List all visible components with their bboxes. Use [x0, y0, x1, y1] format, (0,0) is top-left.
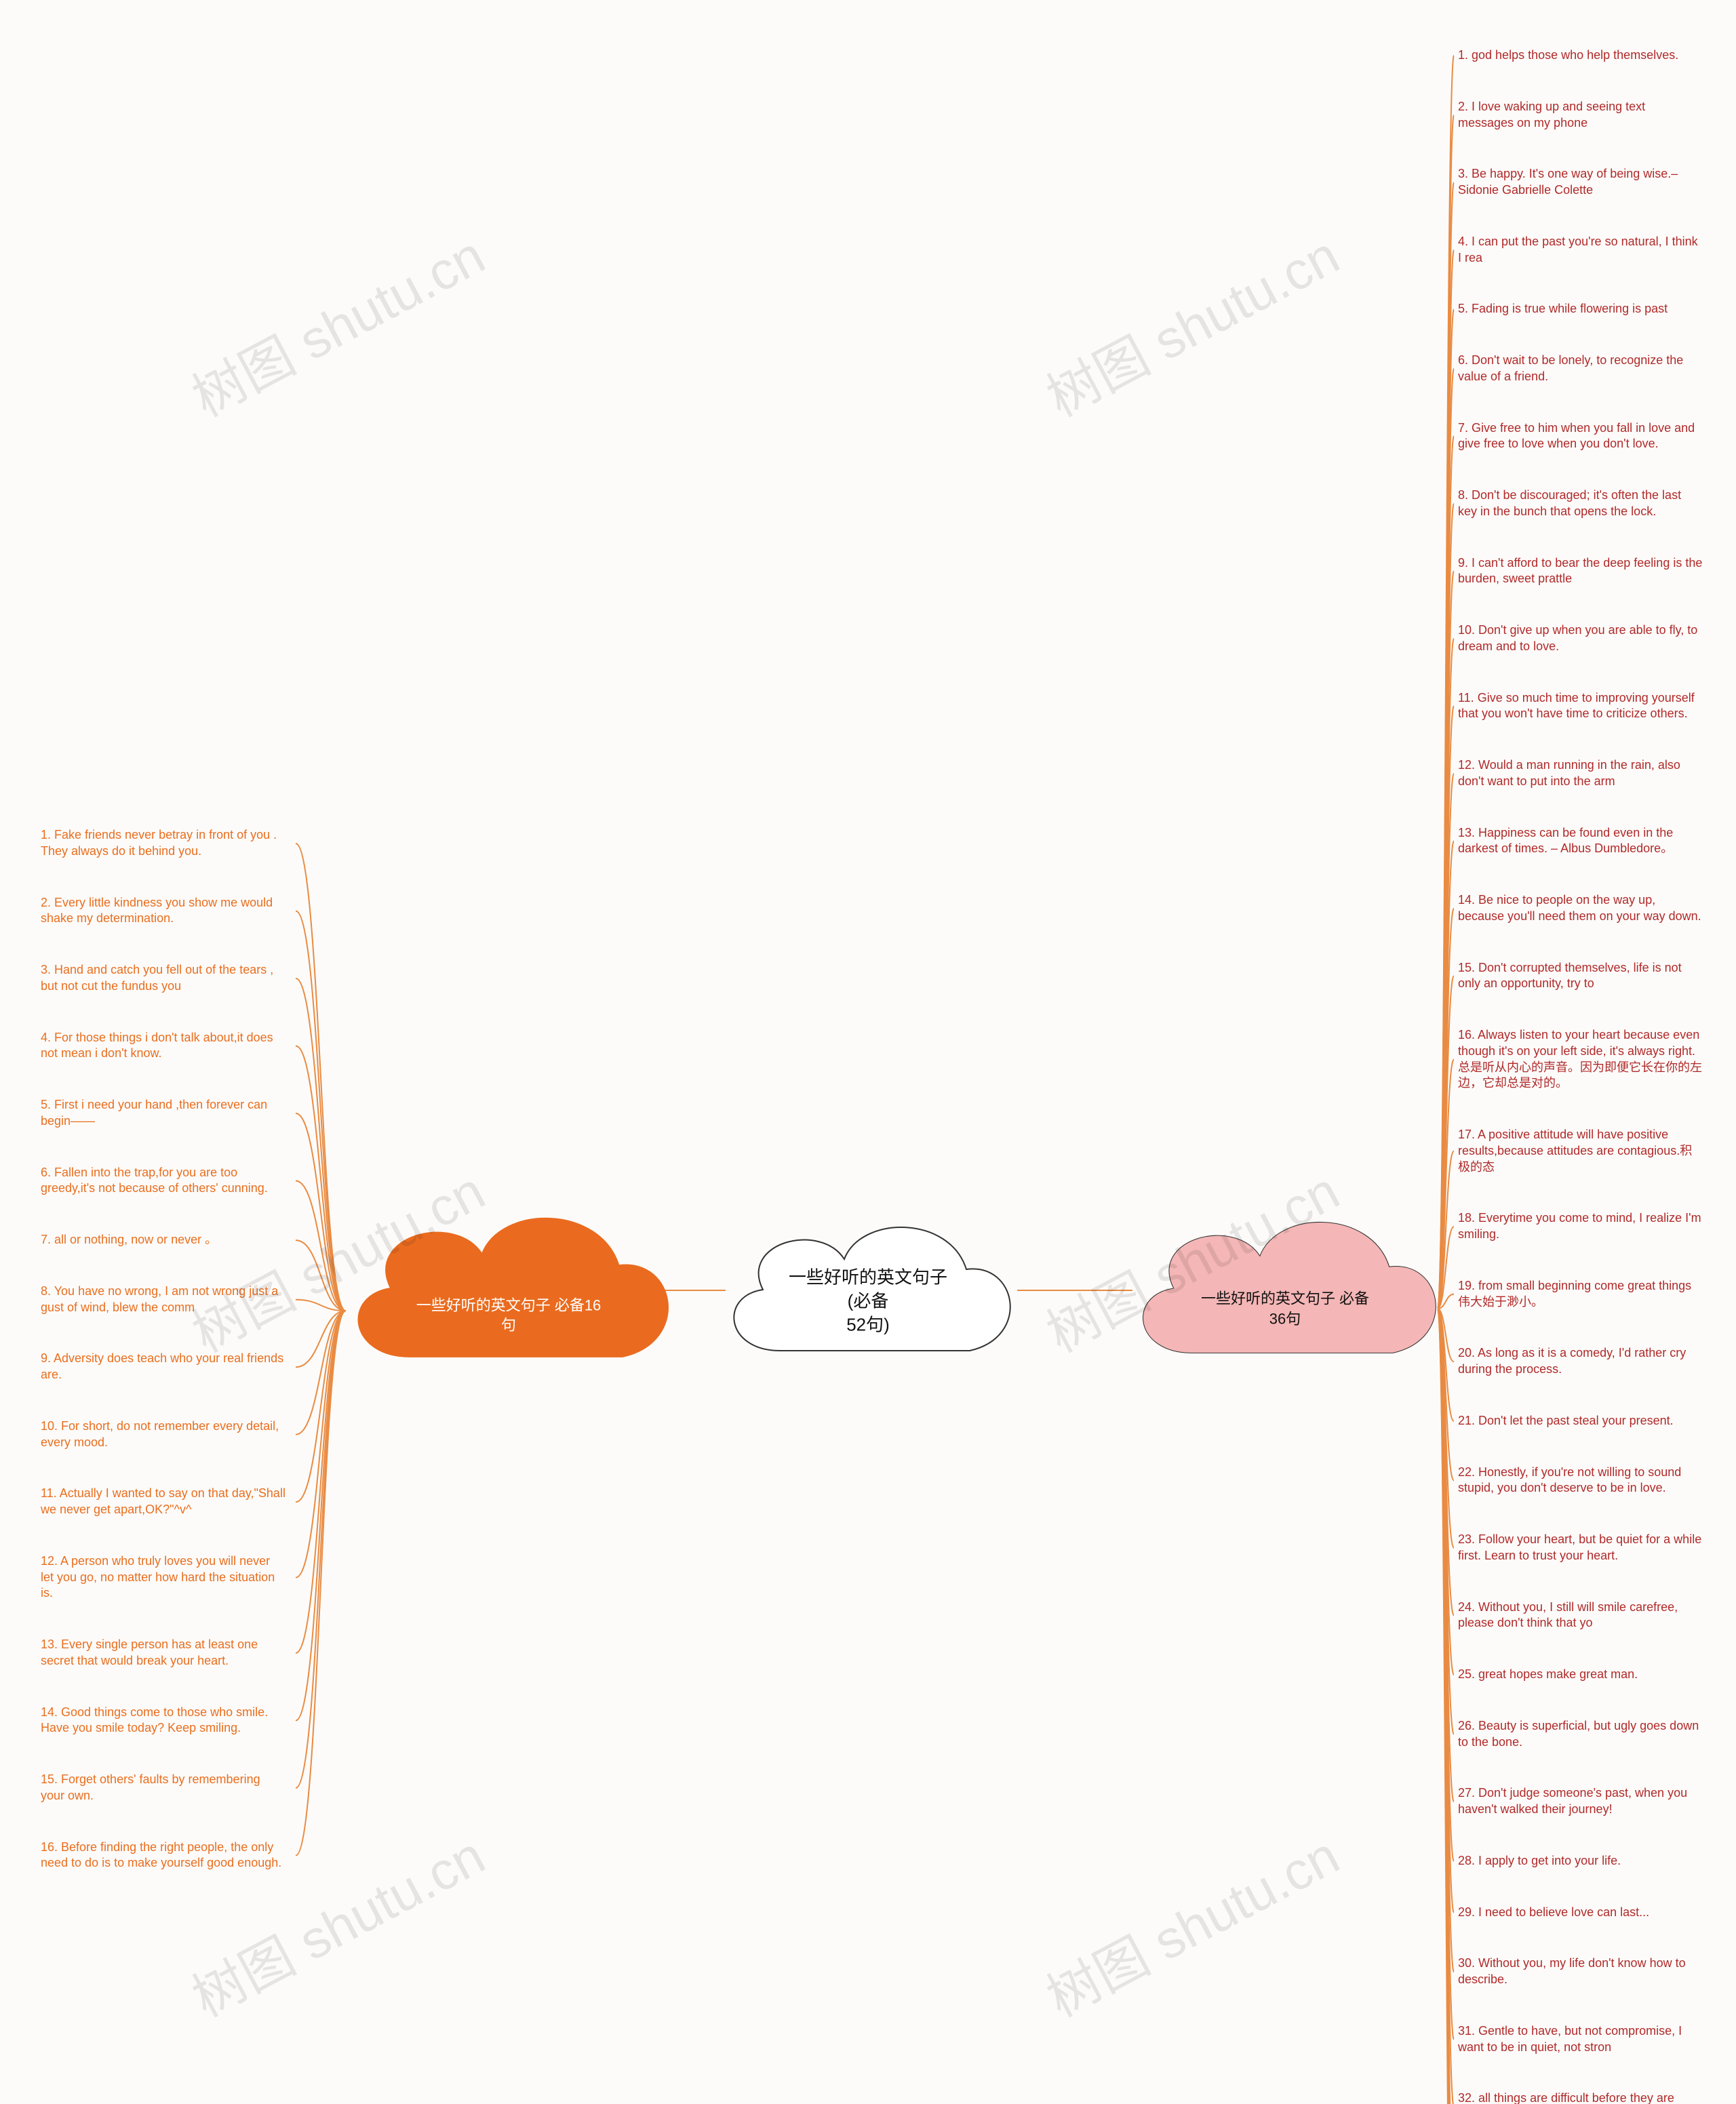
right-item[interactable]: 14. Be nice to people on the way up, bec…	[1458, 892, 1709, 925]
right-item[interactable]: 13. Happiness can be found even in the d…	[1458, 825, 1709, 858]
right-item[interactable]: 10. Don't give up when you are able to f…	[1458, 622, 1709, 655]
left-item[interactable]: 9. Adversity does teach who your real fr…	[41, 1351, 292, 1383]
left-item[interactable]: 4. For those things i don't talk about,i…	[41, 1030, 292, 1063]
right-item[interactable]: 32. all things are difficult before they…	[1458, 2090, 1709, 2104]
left-items: 1. Fake friends never betray in front of…	[41, 827, 292, 1907]
right-item[interactable]: 20. As long as it is a comedy, I'd rathe…	[1458, 1345, 1709, 1378]
right-item[interactable]: 31. Gentle to have, but not compromise, …	[1458, 2023, 1709, 2056]
right-item[interactable]: 22. Honestly, if you're not willing to s…	[1458, 1465, 1709, 1497]
left-item[interactable]: 13. Every single person has at least one…	[41, 1637, 292, 1669]
center-node[interactable]: 一些好听的英文句子(必备 52句)	[698, 1195, 1038, 1385]
right-item[interactable]: 9. I can't afford to bear the deep feeli…	[1458, 555, 1709, 588]
right-item[interactable]: 18. Everytime you come to mind, I realiz…	[1458, 1210, 1709, 1243]
right-item[interactable]: 26. Beauty is superficial, but ugly goes…	[1458, 1718, 1709, 1751]
watermark-text: 树图 shutu.cn	[177, 214, 496, 432]
right-item[interactable]: 30. Without you, my life don't know how …	[1458, 1956, 1709, 1988]
center-label: 一些好听的英文句子(必备 52句)	[783, 1265, 953, 1336]
left-item[interactable]: 10. For short, do not remember every det…	[41, 1418, 292, 1451]
left-branch-label: 一些好听的英文句子 必备16句	[414, 1295, 604, 1335]
right-items: 1. god helps those who help themselves. 2…	[1458, 47, 1709, 2104]
left-item[interactable]: 5. First i need your hand ,then forever …	[41, 1097, 292, 1130]
watermark-text: 树图 shutu.cn	[1031, 214, 1350, 432]
right-item[interactable]: 29. I need to believe love can last...	[1458, 1905, 1709, 1921]
right-item[interactable]: 11. Give so much time to improving yours…	[1458, 690, 1709, 723]
right-item[interactable]: 19. from small beginning come great thin…	[1458, 1278, 1709, 1311]
right-item[interactable]: 2. I love waking up and seeing text mess…	[1458, 99, 1709, 132]
right-item[interactable]: 8. Don't be discouraged; it's often the …	[1458, 488, 1709, 520]
right-item[interactable]: 5. Fading is true while flowering is pas…	[1458, 301, 1709, 317]
left-item[interactable]: 2. Every little kindness you show me wou…	[41, 895, 292, 928]
right-connectors	[1435, 53, 1457, 2104]
right-item[interactable]: 27. Don't judge someone's past, when you…	[1458, 1785, 1709, 1818]
right-item[interactable]: 23. Follow your heart, but be quiet for …	[1458, 1532, 1709, 1564]
left-item[interactable]: 15. Forget others' faults by remembering…	[41, 1772, 292, 1804]
right-item[interactable]: 1. god helps those who help themselves.	[1458, 47, 1709, 64]
left-item[interactable]: 12. A person who truly loves you will ne…	[41, 1553, 292, 1602]
watermark-text: 树图 shutu.cn	[1031, 1814, 1350, 2032]
right-item[interactable]: 17. A positive attitude will have positi…	[1458, 1127, 1709, 1175]
left-item[interactable]: 3. Hand and catch you fell out of the te…	[41, 962, 292, 995]
left-item[interactable]: 7. all or nothing, now or never 。	[41, 1232, 292, 1248]
right-item[interactable]: 25. great hopes make great man.	[1458, 1667, 1709, 1683]
right-item[interactable]: 6. Don't wait to be lonely, to recognize…	[1458, 353, 1709, 385]
right-item[interactable]: 21. Don't let the past steal your presen…	[1458, 1413, 1709, 1429]
right-branch-label: 一些好听的英文句子 必备36句	[1196, 1288, 1375, 1328]
left-item[interactable]: 1. Fake friends never betray in front of…	[41, 827, 292, 860]
right-item[interactable]: 3. Be happy. It's one way of being wise.…	[1458, 166, 1709, 199]
left-item[interactable]: 16. Before finding the right people, the…	[41, 1840, 292, 1872]
right-item[interactable]: 7. Give free to him when you fall in lov…	[1458, 420, 1709, 453]
left-item[interactable]: 6. Fallen into the trap,for you are too …	[41, 1165, 292, 1197]
left-item[interactable]: 11. Actually I wanted to say on that day…	[41, 1486, 292, 1518]
right-item[interactable]: 4. I can put the past you're so natural,…	[1458, 234, 1709, 266]
right-item[interactable]: 28. I apply to get into your life.	[1458, 1853, 1709, 1869]
right-item[interactable]: 24. Without you, I still will smile care…	[1458, 1600, 1709, 1632]
right-item[interactable]: 12. Would a man running in the rain, als…	[1458, 757, 1709, 790]
right-item[interactable]: 16. Always listen to your heart because …	[1458, 1027, 1709, 1092]
left-item[interactable]: 14. Good things come to those who smile.…	[41, 1705, 292, 1737]
right-item[interactable]: 15. Don't corrupted themselves, life is …	[1458, 960, 1709, 993]
